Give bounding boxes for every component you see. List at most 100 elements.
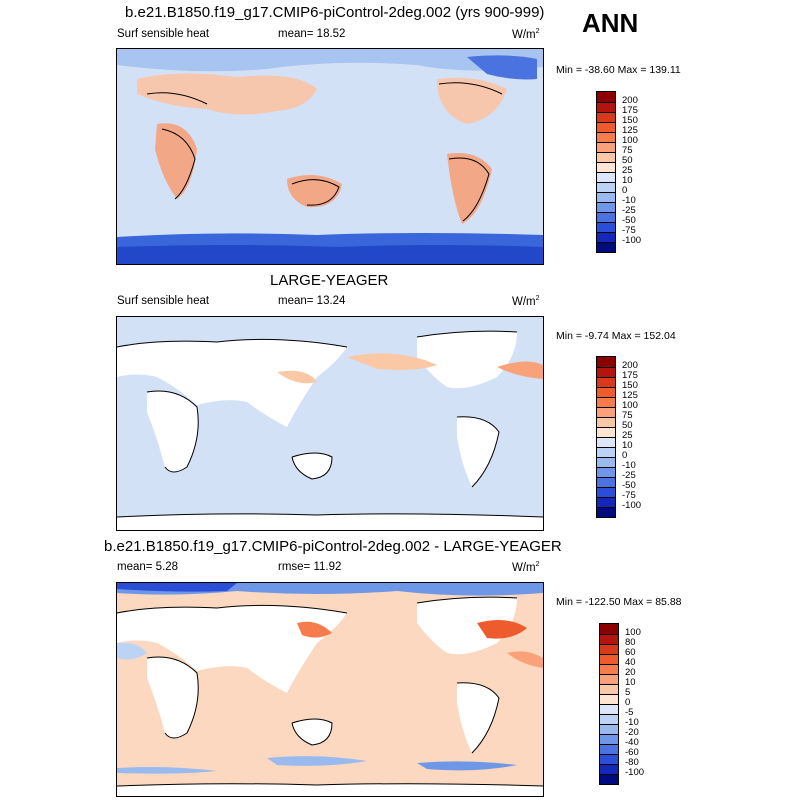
panel-3-title: b.e21.B1850.f19_g17.CMIP6-piControl-2deg… — [104, 538, 562, 555]
colorbar-swatch — [600, 664, 618, 674]
colorbar-tick-label: 25 — [622, 165, 633, 176]
panel-3-colorbar — [599, 623, 619, 785]
colorbar-tick-label: -100 — [622, 235, 642, 246]
panel-2-minmax: Min = -9.74 Max = 152.04 — [556, 330, 676, 342]
colorbar-tick-label: 150 — [622, 380, 638, 391]
colorbar-tick-label: -40 — [625, 737, 639, 748]
colorbar-swatch — [600, 754, 618, 764]
colorbar-swatch — [597, 447, 615, 457]
colorbar-tick-label: 0 — [622, 450, 628, 461]
colorbar-tick-label: 75 — [622, 410, 633, 421]
colorbar-swatch — [597, 102, 615, 112]
colorbar-swatch — [600, 774, 618, 784]
colorbar-swatch — [600, 744, 618, 754]
colorbar-swatch — [597, 417, 615, 427]
colorbar-swatch — [597, 437, 615, 447]
colorbar-tick-label: 200 — [622, 95, 638, 106]
colorbar-tick-label: 125 — [622, 125, 638, 136]
colorbar-tick-label: 100 — [625, 627, 641, 638]
colorbar-tick-label: -60 — [625, 747, 639, 758]
colorbar-swatch — [600, 714, 618, 724]
colorbar-swatch — [597, 232, 615, 242]
colorbar-swatch — [597, 477, 615, 487]
colorbar-swatch — [597, 192, 615, 202]
colorbar-tick-label: 200 — [622, 360, 638, 371]
colorbar-swatch — [597, 142, 615, 152]
colorbar-swatch — [600, 654, 618, 664]
colorbar-tick-label: -75 — [622, 225, 636, 236]
colorbar-swatch — [597, 112, 615, 122]
colorbar-tick-label: -75 — [622, 490, 636, 501]
panel-2-units: W/m2 — [512, 295, 540, 308]
colorbar-swatch — [597, 457, 615, 467]
colorbar-tick-label: 150 — [622, 115, 638, 126]
colorbar-swatch — [597, 387, 615, 397]
colorbar-tick-label: -10 — [622, 460, 636, 471]
colorbar-tick-label: -50 — [622, 215, 636, 226]
panel-3-colorbar-ticks: 100 80 60 40 20 10 5 0 -5 -10 -20 -40 -60 -80 -100 — [625, 623, 665, 788]
colorbar-swatch — [597, 497, 615, 507]
colorbar-swatch — [597, 242, 615, 252]
colorbar-tick-label: -25 — [622, 470, 636, 481]
panel-1-colorbar-ticks: 200 175 150 125 100 75 50 25 10 0 -10 -25 -50 -75 -100 — [622, 91, 662, 256]
panel-2-variable-label: Surf sensible heat — [117, 295, 210, 307]
colorbar-swatch — [597, 487, 615, 497]
colorbar-tick-label: -20 — [625, 727, 639, 738]
panel-1-mean-label: mean= 18.52 — [278, 28, 346, 40]
colorbar-tick-label: 100 — [622, 400, 638, 411]
colorbar-swatch — [597, 427, 615, 437]
colorbar-swatch — [600, 734, 618, 744]
panel-1-colorbar — [596, 91, 616, 253]
panel-3-map — [116, 582, 544, 797]
colorbar-swatch — [600, 724, 618, 734]
colorbar-tick-label: 10 — [625, 677, 636, 688]
colorbar-swatch — [597, 357, 615, 367]
colorbar-swatch — [597, 212, 615, 222]
panel-2-colorbar — [596, 356, 616, 518]
colorbar-swatch — [600, 624, 618, 634]
colorbar-swatch — [597, 132, 615, 142]
colorbar-swatch — [597, 367, 615, 377]
panel-3-units: W/m2 — [512, 561, 540, 574]
colorbar-tick-label: 10 — [622, 440, 633, 451]
colorbar-swatch — [597, 397, 615, 407]
colorbar-tick-label: -50 — [622, 480, 636, 491]
colorbar-tick-label: -25 — [622, 205, 636, 216]
colorbar-swatch — [600, 674, 618, 684]
colorbar-swatch — [600, 634, 618, 644]
panel-2-title: LARGE-YEAGER — [270, 272, 389, 289]
colorbar-swatch — [597, 92, 615, 102]
colorbar-tick-label: 100 — [622, 135, 638, 146]
panel-1-minmax: Min = -38.60 Max = 139.11 — [556, 64, 681, 76]
panel-2-colorbar-ticks: 200 175 150 125 100 75 50 25 10 0 -10 -25 -50 -75 -100 — [622, 356, 662, 521]
panel-3-rmse-label: rmse= 11.92 — [278, 561, 342, 573]
colorbar-tick-label: 175 — [622, 370, 638, 381]
colorbar-tick-label: 10 — [622, 175, 633, 186]
panel-3-minmax: Min = -122.50 Max = 85.88 — [556, 596, 682, 608]
panel-3-mean-label: mean= 5.28 — [117, 561, 179, 573]
colorbar-tick-label: 125 — [622, 390, 638, 401]
colorbar-swatch — [597, 377, 615, 387]
colorbar-tick-label: -80 — [625, 757, 639, 768]
colorbar-swatch — [597, 162, 615, 172]
colorbar-swatch — [597, 122, 615, 132]
colorbar-swatch — [597, 152, 615, 162]
colorbar-tick-label: 75 — [622, 145, 633, 156]
colorbar-tick-label: -10 — [622, 195, 636, 206]
panel-2-map — [116, 316, 544, 531]
colorbar-tick-label: -5 — [625, 707, 634, 718]
colorbar-swatch — [597, 172, 615, 182]
colorbar-swatch — [597, 467, 615, 477]
colorbar-tick-label: 0 — [625, 697, 631, 708]
colorbar-tick-label: 25 — [622, 430, 633, 441]
colorbar-swatch — [600, 704, 618, 714]
colorbar-tick-label: -100 — [622, 500, 642, 511]
colorbar-tick-label: 175 — [622, 105, 638, 116]
colorbar-tick-label: 50 — [622, 155, 633, 166]
panel-1-units: W/m2 — [512, 28, 540, 41]
colorbar-swatch — [600, 764, 618, 774]
colorbar-tick-label: -10 — [625, 717, 639, 728]
colorbar-tick-label: 0 — [622, 185, 628, 196]
season-label: ANN — [582, 8, 639, 38]
colorbar-tick-label: 60 — [625, 647, 636, 658]
